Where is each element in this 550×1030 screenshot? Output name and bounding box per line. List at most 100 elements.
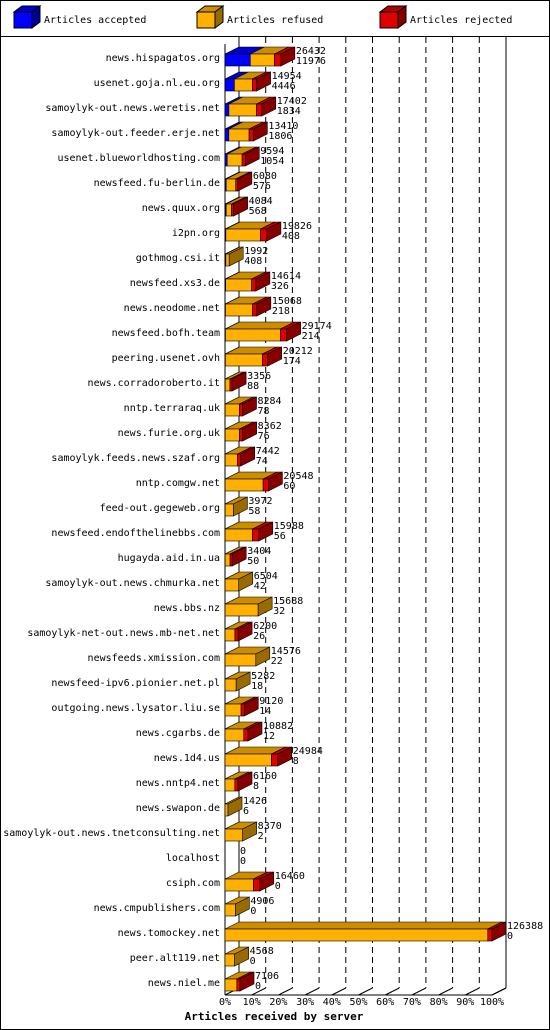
accepted-label: 214 (302, 331, 320, 342)
y-tick-label: outgoing.news.lysator.liu.se (51, 703, 220, 714)
x-tick-label: 20% (269, 997, 287, 1008)
y-tick-label: news.furie.org.uk (118, 428, 220, 439)
total-label: 3404 (247, 546, 271, 557)
bar (237, 453, 242, 467)
tick-mark (411, 987, 427, 996)
bar-side (286, 321, 301, 342)
accepted-label: 42 (254, 581, 266, 592)
accepted-label: 26 (253, 631, 265, 642)
bar (224, 528, 253, 542)
accepted-label: 88 (247, 381, 259, 392)
total-label: 6160 (253, 771, 277, 782)
bar (224, 453, 238, 467)
total-label: 4084 (249, 196, 273, 207)
total-label: 5282 (251, 671, 275, 682)
bar (240, 703, 245, 717)
x-tick-label: 50% (349, 997, 367, 1008)
total-label: 20212 (283, 346, 313, 357)
bar-side (266, 221, 282, 242)
accepted-label: 0 (255, 981, 261, 992)
bar (224, 478, 264, 492)
y-tick-label: news.hispagatos.org (106, 53, 220, 64)
bar-side (234, 946, 249, 967)
y-tick-label: nntp.comgw.net (136, 478, 220, 489)
total-label: 3972 (248, 496, 272, 507)
bar (234, 78, 253, 92)
bar-side (259, 871, 275, 892)
y-tick-label: news.cmpublishers.com (94, 903, 220, 914)
bar (224, 403, 240, 417)
bar (224, 503, 234, 517)
bar (224, 953, 235, 967)
bar (225, 328, 281, 342)
y-tick-label: peering.usenet.ovh (112, 353, 220, 364)
y-tick-label: newsfeeds.xmission.com (88, 653, 220, 664)
x-tick-label: 30% (296, 997, 314, 1008)
y-tick-label: news.quux.org (142, 203, 220, 214)
total-label: 8362 (258, 421, 282, 432)
bar (225, 178, 237, 192)
accepted-label: 74 (256, 456, 268, 467)
bar-side (247, 721, 263, 742)
y-tick-label: usenet.blueworldhosting.com (57, 153, 220, 164)
bar (241, 153, 246, 167)
bar-side (268, 471, 283, 492)
x-tick-label: 10% (243, 997, 261, 1008)
y-tick-label: news.neodome.net (124, 303, 220, 314)
bar-side (228, 246, 244, 267)
accepted-label: 50 (247, 556, 259, 567)
bar-side (242, 421, 257, 442)
bar (225, 278, 252, 292)
total-label: 9120 (259, 696, 283, 707)
bar-side (242, 821, 257, 842)
bar (487, 928, 493, 942)
accepted-label: 0 (240, 856, 246, 867)
accepted-label: 11976 (296, 56, 326, 67)
total-label: 7106 (255, 971, 279, 982)
tick-mark (251, 987, 266, 996)
y-tick-label: news.tomockey.net (118, 928, 220, 939)
bar (251, 278, 257, 292)
bar (224, 128, 230, 142)
y-tick-label: news.swapon.de (136, 803, 220, 814)
bar-side (237, 171, 253, 192)
accepted-label: 568 (249, 206, 267, 217)
bar (243, 728, 249, 742)
bar-side (256, 296, 272, 317)
y-tick-label: peer.alt119.net (130, 953, 220, 964)
bar (224, 753, 272, 767)
tick-mark (438, 987, 453, 996)
accepted-label: 8 (293, 756, 299, 767)
bar (224, 428, 240, 442)
y-tick-label: samoylyk.feeds.news.szaf.org (51, 453, 220, 464)
accepted-label: 6 (243, 806, 249, 817)
legend-label: Articles refused (227, 15, 323, 26)
accepted-label: 60 (283, 481, 295, 492)
bar-side (277, 746, 293, 767)
bar-side (255, 271, 271, 292)
total-label: 13410 (268, 121, 298, 132)
bar (224, 78, 235, 92)
bar (279, 328, 287, 342)
bar-side (238, 571, 254, 592)
bar (274, 53, 282, 67)
total-label: 17402 (277, 96, 307, 107)
y-tick-label: newsfeed-ipv6.pionier.net.pl (51, 678, 220, 689)
accepted-label: 76 (258, 431, 270, 442)
y-tick-label: news.niel.me (148, 978, 220, 989)
y-tick-label: nntp.terraraq.uk (124, 403, 220, 414)
bar-side (258, 521, 274, 542)
bar (271, 753, 279, 767)
y-tick-label: samoylyk-out.feeder.erje.net (51, 128, 220, 139)
y-tick-label: csiph.com (166, 878, 220, 889)
y-tick-label: gothmog.csi.it (136, 253, 220, 264)
bar (224, 728, 245, 742)
bar (224, 678, 237, 692)
bar-side (256, 71, 271, 92)
accepted-label: 1806 (268, 131, 292, 142)
total-label: 6080 (253, 171, 277, 182)
accepted-label: 408 (244, 256, 262, 267)
x-tick-label: 0% (219, 997, 231, 1008)
